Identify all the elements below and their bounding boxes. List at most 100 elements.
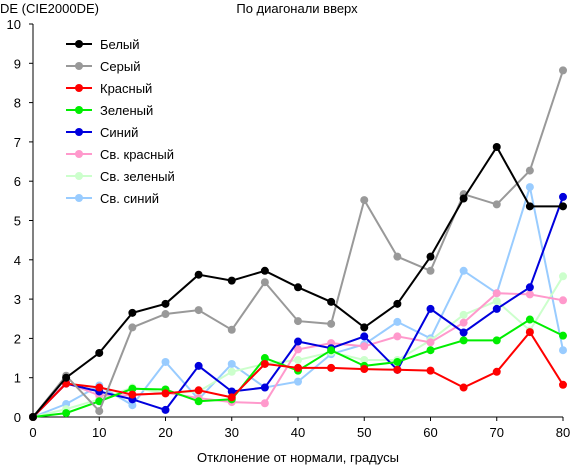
- data-point: [525, 290, 534, 299]
- data-point: [426, 346, 435, 355]
- data-point: [227, 393, 236, 402]
- legend-label: Серый: [100, 59, 140, 74]
- data-point: [459, 318, 468, 327]
- chart-title: По диагонали вверх: [236, 1, 358, 16]
- data-point: [128, 401, 137, 410]
- data-point: [492, 289, 501, 298]
- legend-marker: [75, 62, 83, 70]
- data-point: [95, 407, 104, 416]
- data-point: [260, 266, 269, 275]
- data-point: [426, 266, 435, 275]
- data-point: [525, 328, 534, 337]
- data-point: [559, 66, 567, 75]
- data-point: [525, 315, 534, 324]
- data-point: [260, 399, 269, 408]
- data-point: [260, 278, 269, 287]
- data-point: [559, 296, 567, 305]
- data-point: [559, 346, 567, 355]
- data-point: [492, 143, 501, 152]
- data-point: [525, 283, 534, 292]
- legend-marker: [75, 106, 83, 114]
- legend-item: Красный: [66, 81, 152, 96]
- data-point: [393, 332, 402, 341]
- data-point: [426, 252, 435, 261]
- legend-label: Св. зеленый: [100, 169, 175, 184]
- y-tick-label: 7: [14, 135, 21, 150]
- y-tick-label: 0: [14, 410, 21, 425]
- data-point: [459, 336, 468, 345]
- data-point: [327, 297, 336, 306]
- y-tick-label: 3: [14, 292, 21, 307]
- data-point: [294, 377, 302, 386]
- legend-item: Серый: [66, 59, 140, 74]
- legend-marker: [75, 172, 83, 180]
- data-point: [459, 194, 468, 203]
- x-axis-label: Отклонение от нормали, градусы: [197, 450, 399, 465]
- data-point: [95, 348, 104, 357]
- y-axis-label: DE (CIE2000DE): [0, 1, 99, 16]
- data-point: [426, 366, 435, 375]
- legend-label: Красный: [100, 81, 152, 96]
- data-point: [128, 384, 137, 393]
- data-point: [161, 357, 170, 366]
- data-point: [128, 390, 137, 399]
- data-point: [294, 356, 302, 365]
- data-point: [294, 345, 302, 354]
- x-tick-label: 50: [357, 425, 371, 440]
- y-tick-label: 6: [14, 174, 21, 189]
- x-tick-label: 80: [556, 425, 570, 440]
- series-2: [29, 66, 567, 421]
- legend-label: Св. синий: [100, 191, 159, 206]
- legend-item: Св. зеленый: [66, 169, 175, 184]
- legend-label: Синий: [100, 125, 138, 140]
- data-point: [227, 367, 236, 376]
- y-tick-label: 9: [14, 56, 21, 71]
- y-tick-label: 5: [14, 214, 21, 229]
- data-point: [360, 196, 369, 205]
- data-point: [559, 192, 567, 201]
- data-point: [227, 276, 236, 285]
- series-1: [29, 143, 567, 421]
- data-point: [492, 304, 501, 313]
- data-point: [492, 297, 501, 306]
- legend-item: Белый: [66, 37, 140, 52]
- plot-area: [29, 66, 567, 421]
- data-point: [360, 342, 369, 351]
- data-point: [559, 380, 567, 389]
- data-point: [525, 183, 534, 192]
- data-point: [492, 200, 501, 209]
- data-point: [194, 386, 203, 395]
- legend-item: Синий: [66, 125, 138, 140]
- legend: Белый Серый Красный Зеленый Синий Св. красный…: [66, 37, 175, 206]
- data-point: [161, 405, 170, 414]
- y-tick-label: 2: [14, 331, 21, 346]
- data-point: [260, 354, 269, 363]
- x-tick-label: 60: [423, 425, 437, 440]
- data-point: [227, 325, 236, 334]
- legend-item: Зеленый: [66, 103, 153, 118]
- data-point: [426, 304, 435, 313]
- data-point: [393, 299, 402, 308]
- data-point: [360, 323, 369, 332]
- x-tick-label: 0: [29, 425, 36, 440]
- axes: 0 1 2 3 4 5 6 7 8 9 10 0 10 20 30 40 50 60 70 80: [7, 17, 571, 440]
- data-point: [29, 413, 37, 421]
- data-point: [294, 337, 302, 346]
- data-point: [194, 361, 203, 370]
- data-point: [227, 359, 236, 368]
- data-point: [260, 383, 269, 392]
- data-point: [559, 272, 567, 281]
- data-point: [360, 365, 369, 374]
- data-point: [62, 409, 71, 418]
- data-point: [393, 357, 402, 366]
- data-point: [559, 202, 567, 211]
- data-point: [62, 373, 71, 382]
- x-tick-label: 10: [92, 425, 106, 440]
- data-point: [393, 365, 402, 374]
- data-point: [459, 383, 468, 392]
- data-point: [95, 397, 104, 406]
- data-point: [128, 308, 137, 317]
- data-point: [161, 310, 170, 319]
- series-3: [29, 328, 567, 421]
